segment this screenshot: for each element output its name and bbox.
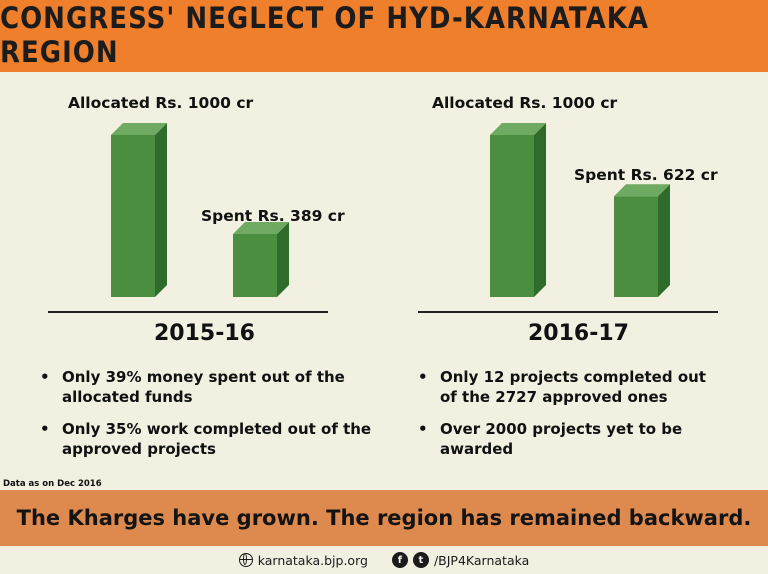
- year-label-2016-17: 2016-17: [528, 321, 629, 346]
- facebook-icon[interactable]: f: [391, 552, 408, 568]
- bar-charts: [48, 123, 718, 313]
- header-bar: CONGRESS' NEGLECT OF HYD-KARNATAKA REGIO…: [0, 0, 768, 72]
- note-item: • Only 12 projects completed out of the 2…: [418, 368, 706, 406]
- bar-label-2015-spent: Spent Rs. 389 cr: [201, 207, 345, 225]
- note-item: • Over 2000 projects yet to be awarded: [418, 420, 683, 458]
- note-item: • Only 39% money spent out of the allocat…: [40, 368, 345, 406]
- footnote: Data as on Dec 2016: [3, 479, 102, 489]
- note-item: • Only 35% work completed out of the appr…: [40, 420, 372, 458]
- page-title: CONGRESS' NEGLECT OF HYD-KARNATAKA REGIO…: [0, 2, 650, 70]
- globe-icon: [238, 553, 253, 567]
- bar-2016-17-allocated: [490, 123, 546, 297]
- notes-left: • Only 39% money spent out of the allocat…: [40, 367, 380, 471]
- slogan-text: The Kharges have grown. The region has r…: [16, 506, 752, 530]
- bar-label-2016-allocated: Allocated Rs. 1000 cr: [432, 94, 618, 112]
- bar-2015-16-spent: [233, 221, 289, 297]
- bar-2015-16-allocated: [111, 123, 167, 297]
- twitter-icon[interactable]: t: [412, 552, 429, 568]
- slogan-banner: The Kharges have grown. The region has r…: [0, 490, 768, 546]
- website-link[interactable]: karnataka.bjp.org: [257, 552, 368, 568]
- social-handle[interactable]: /BJP4Karnataka: [433, 552, 530, 568]
- notes-right: • Only 12 projects completed out of the 2…: [418, 367, 718, 471]
- bar-label-2016-spent: Spent Rs. 622 cr: [574, 166, 718, 184]
- bar-2016-17-spent: [614, 184, 670, 297]
- bar-label-2015-allocated: Allocated Rs. 1000 cr: [68, 94, 254, 112]
- footer: karnataka.bjp.org f t /BJP4Karnataka: [0, 546, 768, 574]
- year-label-2015-16: 2015-16: [154, 321, 255, 346]
